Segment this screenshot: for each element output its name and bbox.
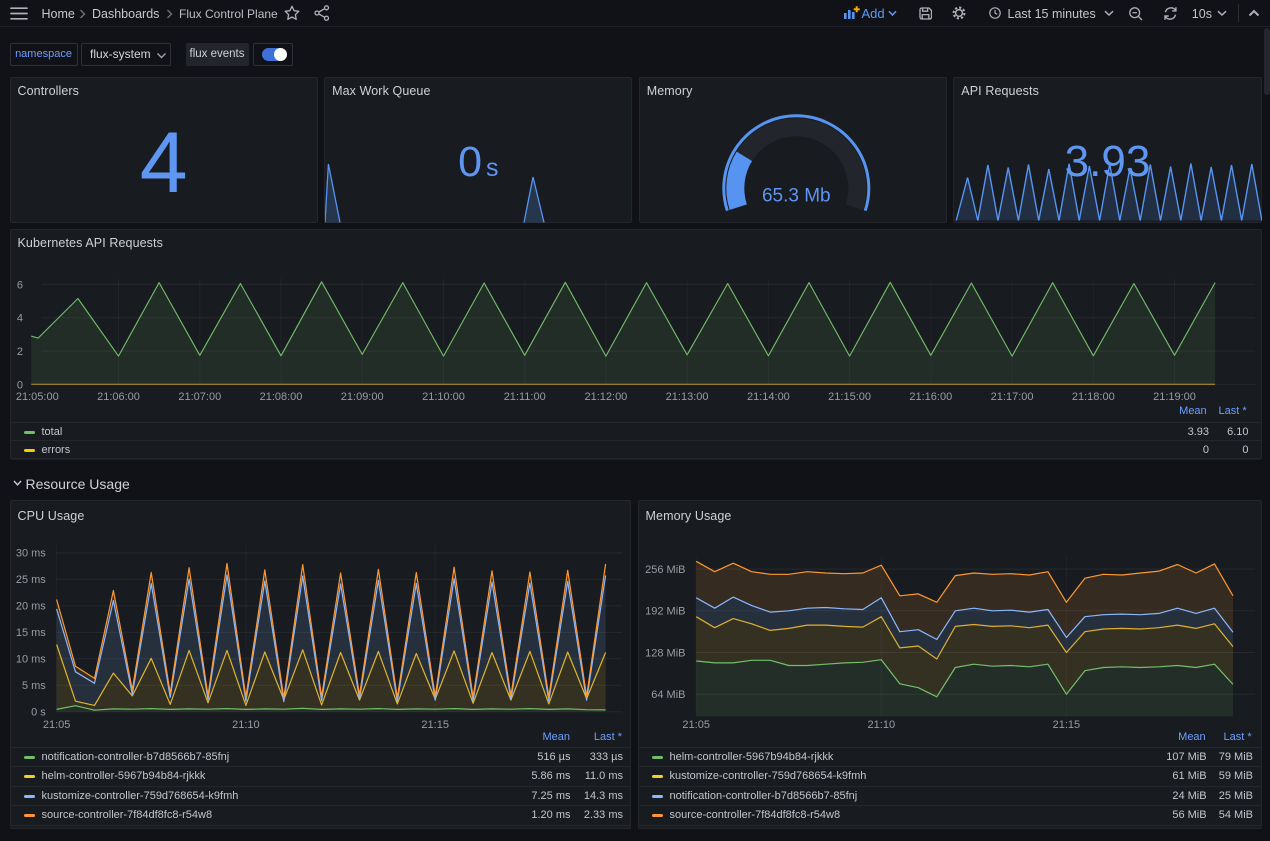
svg-text:25 ms: 25 ms xyxy=(15,574,45,586)
svg-text:2: 2 xyxy=(16,346,22,358)
svg-text:21:05:00: 21:05:00 xyxy=(15,391,58,403)
svg-text:21:09:00: 21:09:00 xyxy=(340,391,383,403)
svg-text:21:15: 21:15 xyxy=(421,719,449,731)
svg-text:21:11:00: 21:11:00 xyxy=(503,391,545,403)
svg-text:5 ms: 5 ms xyxy=(21,680,45,692)
svg-text:256 MiB: 256 MiB xyxy=(645,564,685,576)
svg-text:10 ms: 10 ms xyxy=(15,654,45,666)
svg-text:64 MiB: 64 MiB xyxy=(651,689,685,701)
svg-text:128 MiB: 128 MiB xyxy=(645,647,685,659)
svg-text:21:15: 21:15 xyxy=(1052,719,1080,731)
svg-text:21:18:00: 21:18:00 xyxy=(1071,391,1114,403)
svg-text:0 s: 0 s xyxy=(31,707,46,719)
svg-text:0: 0 xyxy=(16,380,22,392)
svg-text:21:08:00: 21:08:00 xyxy=(259,391,302,403)
svg-text:21:06:00: 21:06:00 xyxy=(97,391,140,403)
svg-text:21:15:00: 21:15:00 xyxy=(828,391,871,403)
svg-text:65.3 Mb: 65.3 Mb xyxy=(762,186,831,207)
svg-text:192 MiB: 192 MiB xyxy=(645,606,685,618)
svg-text:21:19:00: 21:19:00 xyxy=(1153,391,1196,403)
svg-text:20 ms: 20 ms xyxy=(15,601,45,613)
svg-text:21:17:00: 21:17:00 xyxy=(990,391,1033,403)
svg-text:21:10:00: 21:10:00 xyxy=(422,391,465,403)
svg-text:21:10: 21:10 xyxy=(867,719,895,731)
svg-text:21:10: 21:10 xyxy=(232,719,260,731)
svg-text:30 ms: 30 ms xyxy=(15,548,45,560)
svg-text:21:07:00: 21:07:00 xyxy=(178,391,221,403)
svg-text:21:13:00: 21:13:00 xyxy=(665,391,708,403)
svg-text:21:05: 21:05 xyxy=(42,719,70,731)
svg-text:4: 4 xyxy=(16,313,22,325)
svg-text:6: 6 xyxy=(16,279,22,291)
svg-text:21:14:00: 21:14:00 xyxy=(746,391,789,403)
svg-text:15 ms: 15 ms xyxy=(15,627,45,639)
svg-text:21:05: 21:05 xyxy=(682,719,710,731)
svg-text:21:12:00: 21:12:00 xyxy=(584,391,627,403)
svg-text:21:16:00: 21:16:00 xyxy=(909,391,952,403)
